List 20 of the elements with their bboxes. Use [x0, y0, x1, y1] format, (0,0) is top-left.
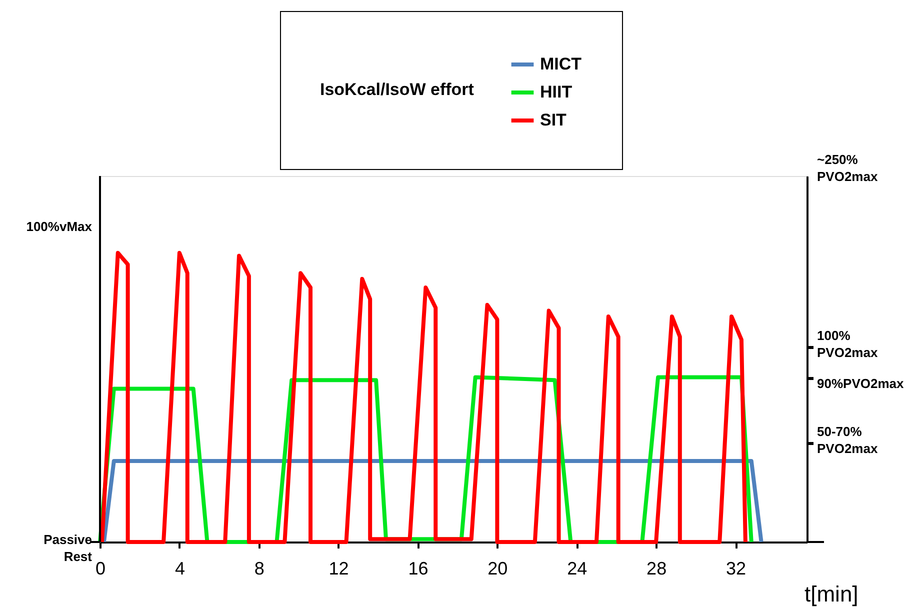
text: 50-70% PVO2max	[817, 424, 878, 456]
text: Passive Rest	[44, 532, 93, 564]
text: 100% PVO2max	[817, 328, 878, 360]
legend-title: IsoKcal/IsoW effort	[320, 80, 474, 99]
legend-label: SIT	[540, 110, 568, 130]
x-tick-label: 32	[726, 558, 746, 578]
x-tick-label: 20	[488, 558, 508, 578]
text: 90%PVO2max	[817, 376, 904, 391]
text: 100%vMax	[26, 219, 93, 234]
x-tick-label: 0	[95, 558, 106, 578]
x-tick-label: 16	[408, 558, 428, 578]
legend-label: HIIT	[540, 82, 573, 102]
legend-label: MICT	[540, 54, 582, 74]
x-tick-label: 8	[254, 558, 264, 578]
text: ~250% PVO2max	[817, 152, 878, 184]
x-tick-label: 24	[567, 558, 588, 578]
x-tick-label: 4	[174, 558, 185, 578]
x-tick-label: 12	[328, 558, 349, 578]
x-tick-label: 28	[646, 558, 667, 578]
x-axis-title: t[min]	[804, 582, 858, 606]
